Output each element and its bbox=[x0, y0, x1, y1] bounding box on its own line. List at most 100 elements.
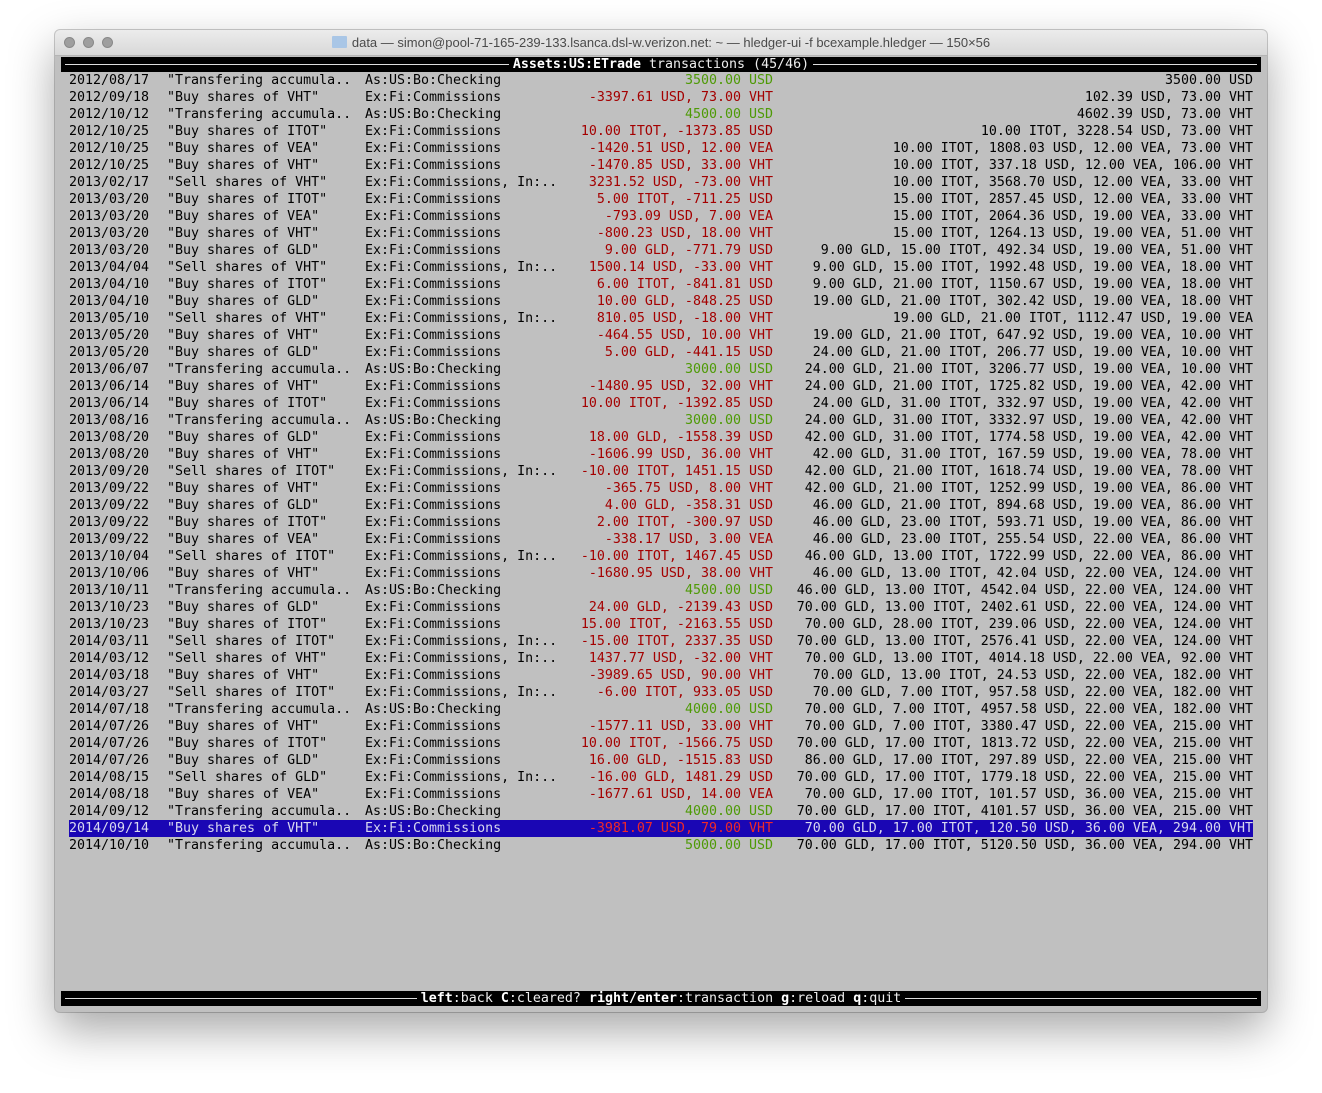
transaction-row[interactable]: 2013/04/10 "Buy shares of ITOT" Ex:Fi:Comm… bbox=[61, 276, 1261, 293]
row-description: "Sell shares of VHT" bbox=[167, 260, 328, 275]
row-description: "Buy shares of ITOT" bbox=[167, 515, 328, 530]
transaction-row[interactable]: 2014/03/27 "Sell shares of ITOT" Ex:Fi:Com… bbox=[61, 684, 1261, 701]
transaction-row[interactable]: 2013/09/20 "Sell shares of ITOT" Ex:Fi:Com… bbox=[61, 463, 1261, 480]
transaction-row[interactable]: 2013/10/04 "Sell shares of ITOT" Ex:Fi:Com… bbox=[61, 548, 1261, 565]
row-amount: -1677.61 USD, 14.00 VEA bbox=[588, 787, 773, 802]
row-account: Ex:Fi:Commissions bbox=[365, 668, 502, 683]
terminal-window: data — simon@pool-71-165-239-133.lsanca.… bbox=[55, 30, 1267, 1012]
transaction-row[interactable]: 2013/08/20 "Buy shares of VHT" Ex:Fi:Commi… bbox=[61, 446, 1261, 463]
transaction-row[interactable]: 2014/08/18 "Buy shares of VEA" Ex:Fi:Commi… bbox=[61, 786, 1261, 803]
row-account: Ex:Fi:Commissions, In:.. bbox=[365, 549, 558, 564]
transaction-row[interactable]: 2014/08/15 "Sell shares of GLD" Ex:Fi:Comm… bbox=[61, 769, 1261, 786]
row-balance: 10.00 ITOT, 3568.70 USD, 12.00 VEA, 33.0… bbox=[892, 175, 1253, 190]
row-date: 2013/10/06 bbox=[69, 566, 150, 581]
transaction-row[interactable]: 2013/09/22 "Buy shares of ITOT" Ex:Fi:Comm… bbox=[61, 514, 1261, 531]
row-description: "Buy shares of VEA" bbox=[167, 209, 320, 224]
row-account: Ex:Fi:Commissions bbox=[365, 481, 502, 496]
header-suffix: transactions (45/46) bbox=[640, 57, 810, 72]
zoom-button[interactable] bbox=[102, 37, 113, 48]
transaction-row[interactable]: 2012/09/18 "Buy shares of VHT" Ex:Fi:Commi… bbox=[61, 89, 1261, 106]
transaction-row[interactable]: 2014/03/18 "Buy shares of VHT" Ex:Fi:Commi… bbox=[61, 667, 1261, 684]
row-description: "Transfering accumula.. bbox=[167, 107, 352, 122]
transaction-row[interactable]: 2014/07/18 "Transfering accumula.. As:US:B… bbox=[61, 701, 1261, 718]
transaction-row[interactable]: 2013/10/23 "Buy shares of ITOT" Ex:Fi:Comm… bbox=[61, 616, 1261, 633]
transaction-row[interactable]: 2013/03/20 "Buy shares of VEA" Ex:Fi:Commi… bbox=[61, 208, 1261, 225]
row-amount: 5000.00 USD bbox=[684, 838, 773, 853]
row-amount: -1680.95 USD, 38.00 VHT bbox=[588, 566, 773, 581]
transaction-row[interactable]: 2013/04/10 "Buy shares of GLD" Ex:Fi:Commi… bbox=[61, 293, 1261, 310]
transaction-row[interactable]: 2013/03/20 "Buy shares of ITOT" Ex:Fi:Comm… bbox=[61, 191, 1261, 208]
transaction-row[interactable]: 2013/10/11 "Transfering accumula.. As:US:B… bbox=[61, 582, 1261, 599]
row-balance: 46.00 GLD, 13.00 ITOT, 4542.04 USD, 22.0… bbox=[796, 583, 1253, 598]
row-date: 2013/09/20 bbox=[69, 464, 150, 479]
row-amount: 9.00 GLD, -771.79 USD bbox=[604, 243, 773, 258]
transaction-row[interactable]: 2013/06/14 "Buy shares of ITOT" Ex:Fi:Comm… bbox=[61, 395, 1261, 412]
row-description: "Sell shares of ITOT" bbox=[167, 464, 336, 479]
transaction-row[interactable]: 2013/06/07 "Transfering accumula.. As:US:B… bbox=[61, 361, 1261, 378]
transaction-row[interactable]: 2014/07/26 "Buy shares of ITOT" Ex:Fi:Comm… bbox=[61, 735, 1261, 752]
transaction-row[interactable]: 2013/10/06 "Buy shares of VHT" Ex:Fi:Commi… bbox=[61, 565, 1261, 582]
row-amount: -1420.51 USD, 12.00 VEA bbox=[588, 141, 773, 156]
transaction-row[interactable]: 2013/02/17 "Sell shares of VHT" Ex:Fi:Comm… bbox=[61, 174, 1261, 191]
row-date: 2014/03/27 bbox=[69, 685, 150, 700]
row-description: "Buy shares of GLD" bbox=[167, 243, 320, 258]
transaction-row[interactable]: 2012/10/25 "Buy shares of VHT" Ex:Fi:Commi… bbox=[61, 157, 1261, 174]
transaction-row[interactable]: 2012/10/12 "Transfering accumula.. As:US:B… bbox=[61, 106, 1261, 123]
transaction-row[interactable]: 2012/10/25 "Buy shares of ITOT" Ex:Fi:Comm… bbox=[61, 123, 1261, 140]
transaction-row[interactable]: 2013/08/20 "Buy shares of GLD" Ex:Fi:Commi… bbox=[61, 429, 1261, 446]
row-balance: 24.00 GLD, 21.00 ITOT, 1725.82 USD, 19.0… bbox=[804, 379, 1253, 394]
transaction-row[interactable]: 2013/04/04 "Sell shares of VHT" Ex:Fi:Comm… bbox=[61, 259, 1261, 276]
window-title: data — simon@pool-71-165-239-133.lsanca.… bbox=[351, 35, 991, 50]
row-description: "Transfering accumula.. bbox=[167, 838, 352, 853]
row-amount: 10.00 GLD, -848.25 USD bbox=[596, 294, 773, 309]
row-account: Ex:Fi:Commissions, In:.. bbox=[365, 311, 558, 326]
transaction-row[interactable]: 2014/10/10 "Transfering accumula.. As:US:B… bbox=[61, 837, 1261, 854]
row-date: 2013/06/14 bbox=[69, 379, 150, 394]
transaction-row[interactable]: 2013/05/20 "Buy shares of GLD" Ex:Fi:Commi… bbox=[61, 344, 1261, 361]
transaction-row-selected[interactable]: 2014/09/14 "Buy shares of VHT" Ex:Fi:Commi… bbox=[69, 820, 1253, 837]
transaction-row[interactable]: 2013/03/20 "Buy shares of GLD" Ex:Fi:Commi… bbox=[61, 242, 1261, 259]
transaction-row[interactable]: 2014/03/12 "Sell shares of VHT" Ex:Fi:Comm… bbox=[61, 650, 1261, 667]
transaction-row[interactable]: 2014/09/12 "Transfering accumula.. As:US:B… bbox=[61, 803, 1261, 820]
title-bar: data — simon@pool-71-165-239-133.lsanca.… bbox=[55, 30, 1267, 56]
row-amount: 3000.00 USD bbox=[684, 362, 773, 377]
row-amount: -1606.99 USD, 36.00 VHT bbox=[588, 447, 773, 462]
row-balance: 24.00 GLD, 31.00 ITOT, 3332.97 USD, 19.0… bbox=[804, 413, 1253, 428]
transaction-row[interactable]: 2014/03/11 "Sell shares of ITOT" Ex:Fi:Com… bbox=[61, 633, 1261, 650]
row-date: 2012/09/18 bbox=[69, 90, 150, 105]
terminal-content: Assets:US:ETrade transactions (45/46) 20… bbox=[61, 56, 1261, 1012]
row-amount: 810.05 USD, -18.00 VHT bbox=[596, 311, 773, 326]
row-amount: 3500.00 USD bbox=[684, 73, 773, 88]
transaction-row[interactable]: 2013/09/22 "Buy shares of VHT" Ex:Fi:Commi… bbox=[61, 480, 1261, 497]
row-account: Ex:Fi:Commissions bbox=[365, 294, 502, 309]
row-date: 2013/02/17 bbox=[69, 175, 150, 190]
transaction-row[interactable]: 2013/03/20 "Buy shares of VHT" Ex:Fi:Commi… bbox=[61, 225, 1261, 242]
row-account: Ex:Fi:Commissions bbox=[365, 396, 502, 411]
row-amount: 16.00 GLD, -1515.83 USD bbox=[588, 753, 773, 768]
row-date: 2012/10/25 bbox=[69, 141, 150, 156]
row-date: 2014/03/18 bbox=[69, 668, 150, 683]
minimize-button[interactable] bbox=[83, 37, 94, 48]
transaction-row[interactable]: 2013/08/16 "Transfering accumula.. As:US:B… bbox=[61, 412, 1261, 429]
row-amount: -1480.95 USD, 32.00 VHT bbox=[588, 379, 773, 394]
close-button[interactable] bbox=[64, 37, 75, 48]
transaction-row[interactable]: 2013/10/23 "Buy shares of GLD" Ex:Fi:Commi… bbox=[61, 599, 1261, 616]
row-amount: 6.00 ITOT, -841.81 USD bbox=[596, 277, 773, 292]
transaction-row[interactable]: 2013/05/10 "Sell shares of VHT" Ex:Fi:Comm… bbox=[61, 310, 1261, 327]
row-date: 2013/09/22 bbox=[69, 515, 150, 530]
transaction-row[interactable]: 2014/07/26 "Buy shares of VHT" Ex:Fi:Commi… bbox=[61, 718, 1261, 735]
key-4-label: q bbox=[853, 991, 862, 1006]
row-account: Ex:Fi:Commissions, In:.. bbox=[365, 464, 558, 479]
transaction-row[interactable]: 2013/09/22 "Buy shares of GLD" Ex:Fi:Commi… bbox=[61, 497, 1261, 514]
row-balance: 42.00 GLD, 31.00 ITOT, 167.59 USD, 19.00… bbox=[812, 447, 1253, 462]
row-date: 2013/08/20 bbox=[69, 430, 150, 445]
transaction-row[interactable]: 2013/06/14 "Buy shares of VHT" Ex:Fi:Commi… bbox=[61, 378, 1261, 395]
row-account: Ex:Fi:Commissions bbox=[365, 736, 502, 751]
row-date: 2012/10/12 bbox=[69, 107, 150, 122]
transaction-row[interactable]: 2013/09/22 "Buy shares of VEA" Ex:Fi:Commi… bbox=[61, 531, 1261, 548]
transaction-row[interactable]: 2012/08/17 "Transfering accumula.. As:US:B… bbox=[61, 72, 1261, 89]
transaction-row[interactable]: 2014/07/26 "Buy shares of GLD" Ex:Fi:Commi… bbox=[61, 752, 1261, 769]
transaction-row[interactable]: 2012/10/25 "Buy shares of VEA" Ex:Fi:Commi… bbox=[61, 140, 1261, 157]
transaction-row[interactable]: 2013/05/20 "Buy shares of VHT" Ex:Fi:Commi… bbox=[61, 327, 1261, 344]
row-amount: -800.23 USD, 18.00 VHT bbox=[596, 226, 773, 241]
